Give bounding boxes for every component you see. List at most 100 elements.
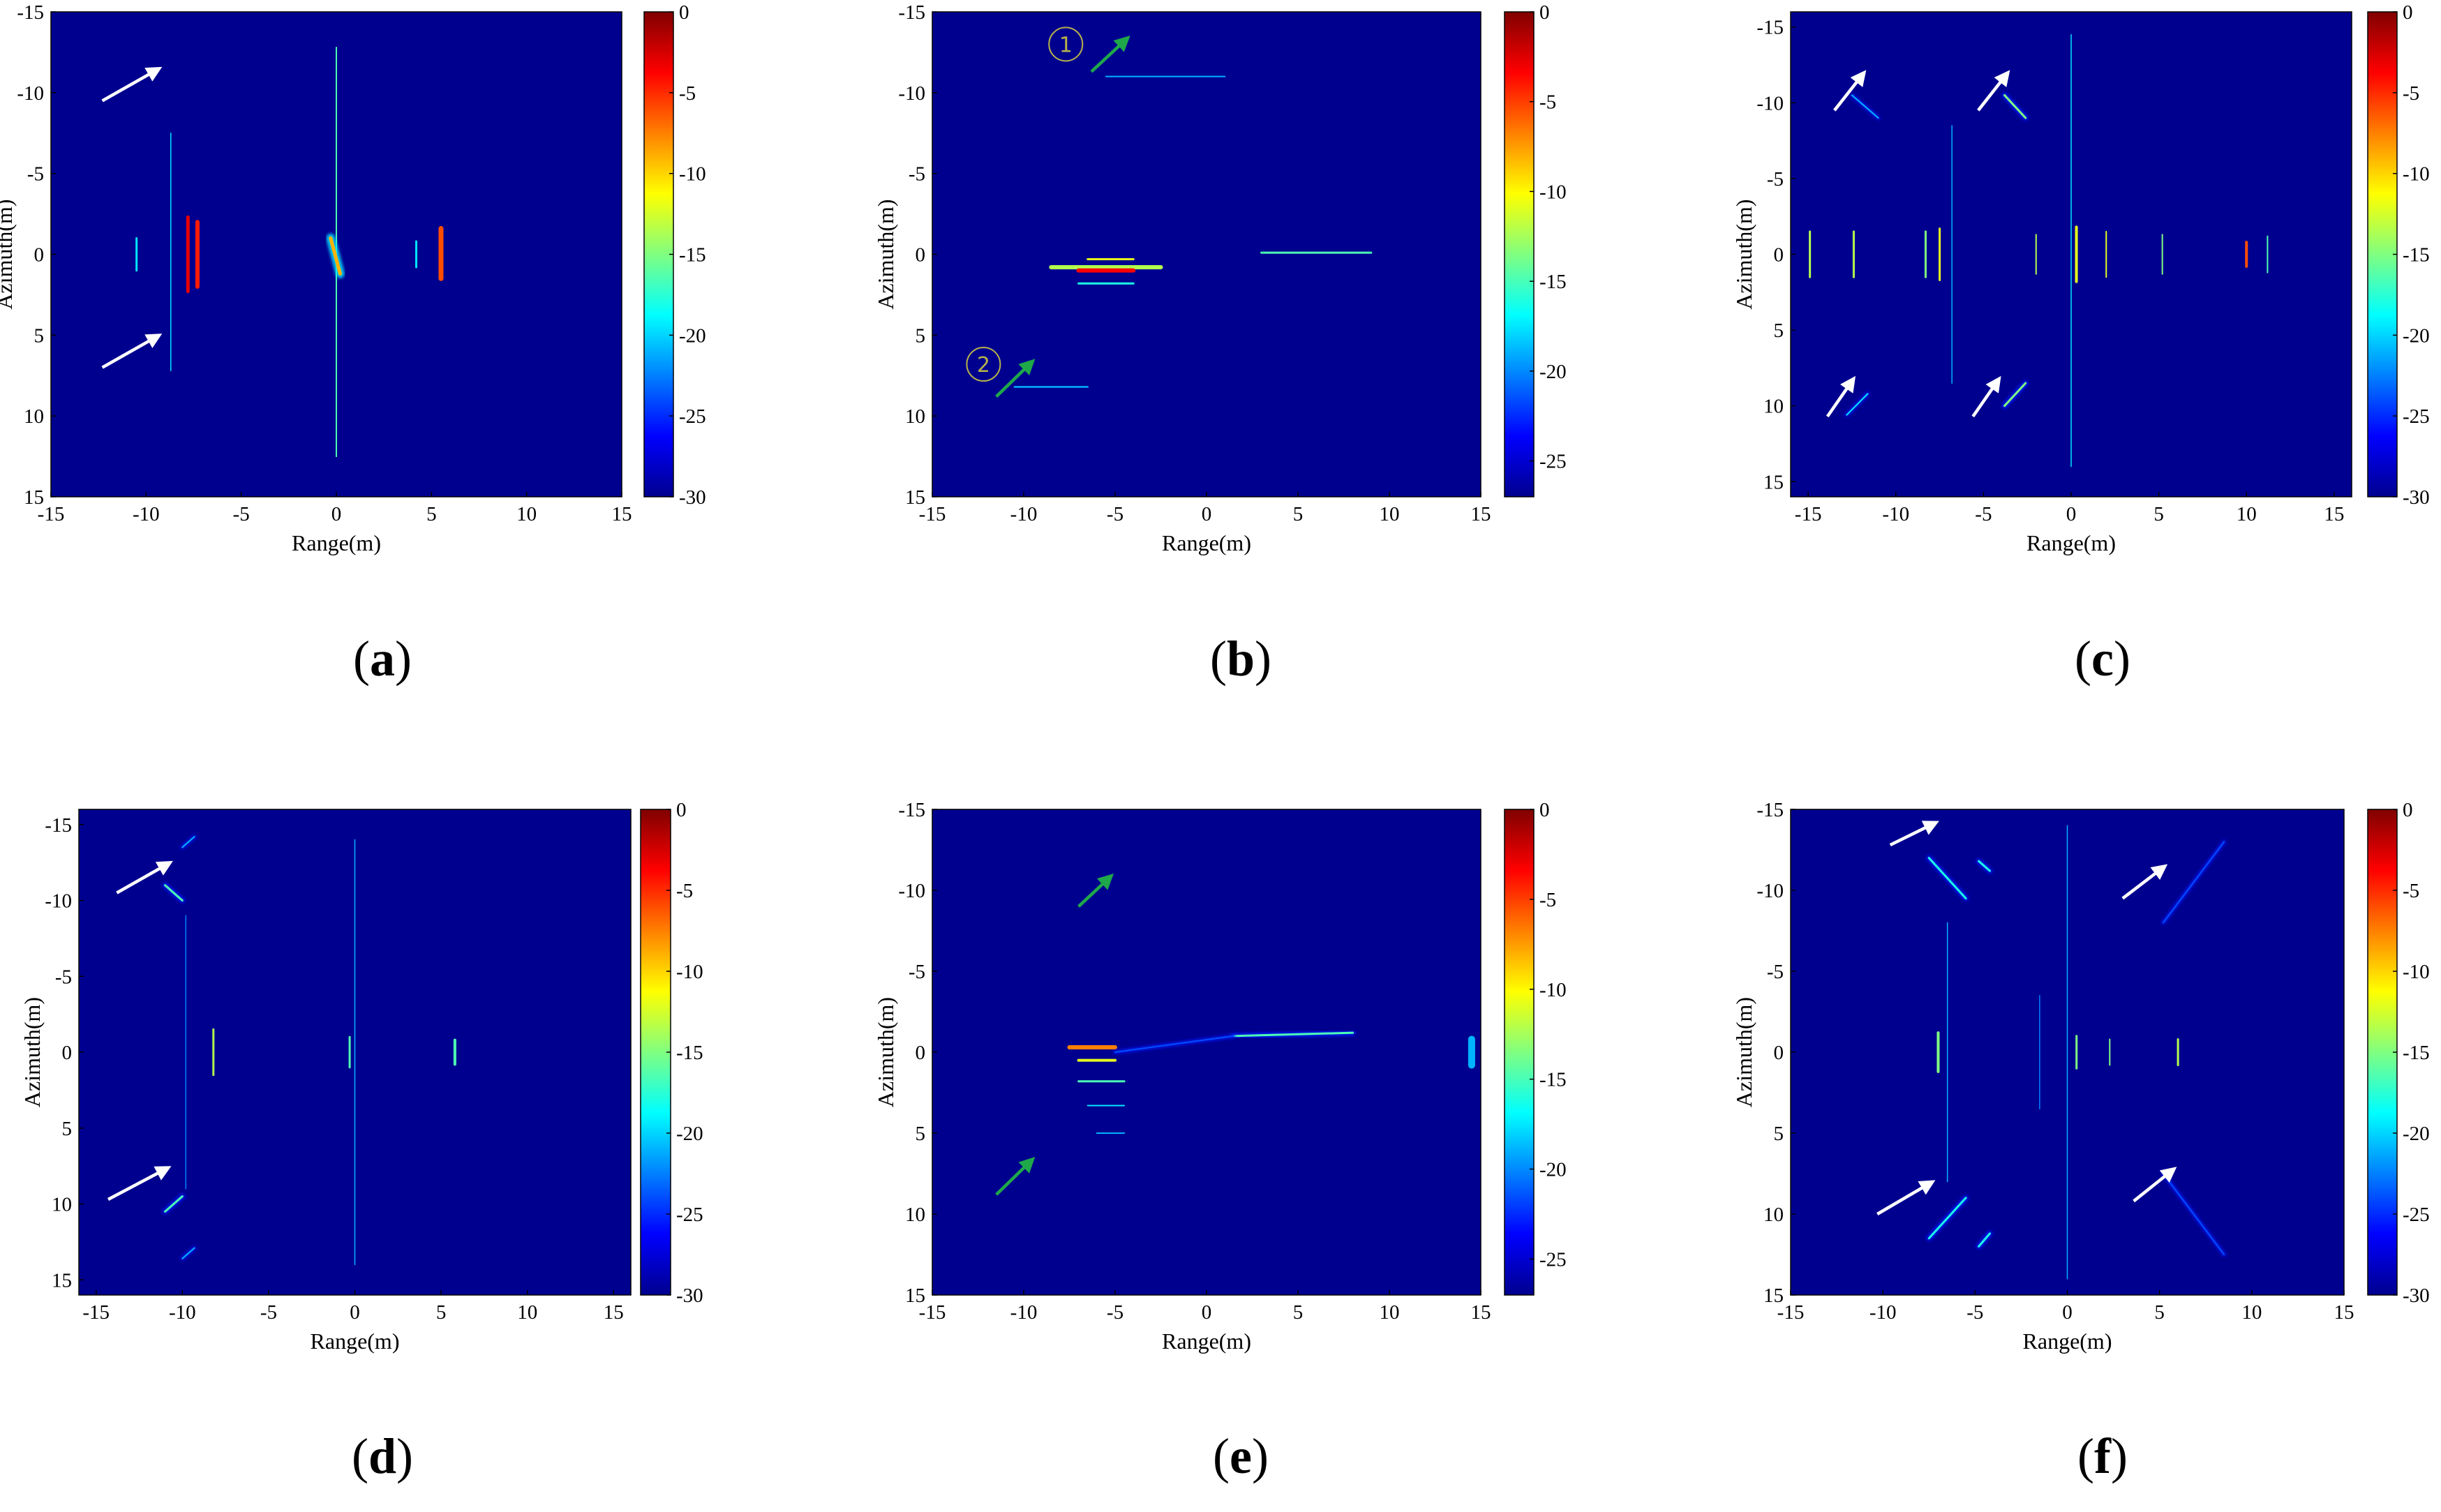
y-tick-label: -10 xyxy=(17,82,44,105)
panel-c: -15 -10 -5 0 5 10 15 -15 -10 -5 0 5 10 15 Range(m) Azim… xyxy=(1731,1,2430,687)
panel-label-letter: e xyxy=(1230,1428,1252,1484)
heat-streak xyxy=(1114,1035,1235,1053)
heat-streak xyxy=(1927,857,1967,900)
white-arrow xyxy=(1833,70,1867,112)
white-arrow xyxy=(101,334,163,369)
panel-f: -15 -10 -5 0 5 10 15-15-10-5051015Range(m)Azim… xyxy=(1731,799,2430,1484)
y-tick-label: -5 xyxy=(1767,961,1784,983)
x-tick-label: 10 xyxy=(2241,1301,2262,1324)
colorbar-tick-label: 0 xyxy=(679,1,689,24)
y-axis-label: Azimuth(m) xyxy=(1731,997,1756,1107)
x-tick-label: 10 xyxy=(1380,1301,1400,1324)
panel-d: -15 -10 -5 0 5 10 15 -15 -10 -5 0 5 10 15 Range(m) Azim… xyxy=(20,799,703,1484)
x-axis-label: Range(m) xyxy=(311,1328,400,1354)
colorbar-tick-label: -5 xyxy=(2403,880,2419,902)
colorbar-tick-label: 0 xyxy=(1539,1,1550,24)
x-tick-label: -10 xyxy=(1010,503,1038,525)
y-axis-label: Azimuth(m) xyxy=(20,997,45,1107)
y-tick-label: -10 xyxy=(45,890,72,913)
panel-label-open: ( xyxy=(2077,1428,2094,1484)
panel-label-close: ) xyxy=(396,1428,413,1484)
y-tick-label: -10 xyxy=(898,880,925,902)
x-tick-label: -15 xyxy=(919,1301,946,1324)
x-tick-label: 15 xyxy=(604,1301,624,1324)
white-arrow xyxy=(1971,375,2001,418)
x-tick-label: 5 xyxy=(1293,1301,1304,1324)
x-tick-label: 0 xyxy=(2066,503,2077,525)
white-arrow xyxy=(1977,70,2010,112)
panel-label-letter: f xyxy=(2094,1428,2112,1484)
panel-label: (f) xyxy=(2077,1428,2128,1484)
x-tick-label: 0 xyxy=(2062,1301,2073,1324)
colorbar-tick-label: -30 xyxy=(679,486,706,509)
heat-streak xyxy=(164,1195,184,1213)
marker-circle xyxy=(1048,27,1084,62)
colorbar-tick-label: -10 xyxy=(1539,979,1567,1001)
heat-streak xyxy=(1846,393,1869,416)
y-tick-label: 5 xyxy=(916,324,926,347)
colorbar-tick-label: 0 xyxy=(2403,799,2413,821)
x-tick-label: 10 xyxy=(2237,503,2257,525)
x-tick-label: 10 xyxy=(517,1301,537,1324)
plot-background xyxy=(932,809,1481,1295)
y-axis-label: Azimuth(m) xyxy=(873,199,898,309)
x-tick-label: 15 xyxy=(1471,503,1491,525)
panel-label-letter: c xyxy=(2091,631,2114,687)
x-axis-label: Range(m) xyxy=(292,530,381,555)
x-tick-label: -5 xyxy=(233,503,250,525)
y-tick-label: 10 xyxy=(905,405,925,428)
y-tick-label: -5 xyxy=(1767,168,1784,190)
panel-label: (b) xyxy=(1210,631,1271,687)
panel-label-close: ) xyxy=(1252,1428,1269,1484)
heat-streak xyxy=(1232,1031,1354,1038)
y-tick-label: 15 xyxy=(905,486,925,509)
colorbar-tick-label: -25 xyxy=(1539,451,1567,473)
panel-label: (d) xyxy=(352,1428,413,1484)
panel-label: (c) xyxy=(2075,631,2130,687)
panel-label-letter: d xyxy=(368,1428,396,1484)
y-tick-label: -15 xyxy=(1756,17,1784,39)
plot-background xyxy=(932,12,1481,497)
x-tick-label: 0 xyxy=(331,503,342,525)
x-tick-label: 5 xyxy=(2153,503,2164,525)
y-tick-label: 10 xyxy=(1763,396,1784,418)
heatmap-features xyxy=(1012,75,1374,389)
colorbar-tick-label: -25 xyxy=(676,1204,703,1226)
x-axis-label: Range(m) xyxy=(1162,530,1251,555)
colorbar-tick-label: -20 xyxy=(2403,1123,2430,1145)
marker-circle xyxy=(966,347,1001,382)
panel-label-open: ( xyxy=(353,631,370,687)
colorbar-tick-label: -5 xyxy=(676,880,693,902)
y-tick-label: 5 xyxy=(1774,1123,1784,1145)
heatmap-features xyxy=(1807,33,2269,468)
x-tick-label: -10 xyxy=(1010,1301,1038,1324)
panel-label-close: ) xyxy=(2111,1428,2128,1484)
panel-e: -15 -10 -5 0 5 10 15-15-10-5051015Range(m)Azim… xyxy=(873,799,1567,1484)
colorbar-tick-label: -20 xyxy=(679,324,706,347)
green-arrow xyxy=(995,1156,1036,1196)
y-tick-label: -5 xyxy=(55,966,72,988)
panel-label-close: ) xyxy=(2114,631,2130,687)
white-arrow xyxy=(2121,864,2168,900)
colorbar-tick-label: -20 xyxy=(676,1123,703,1145)
panel-a: -15 -10 -5 0 5 10 15-15-10-5051015Range(m)Azim… xyxy=(0,1,706,687)
panel-label-open: ( xyxy=(2075,631,2091,687)
colorbar-tick-label: -15 xyxy=(2403,1042,2430,1064)
y-tick-label: -5 xyxy=(909,961,925,983)
x-tick-label: 0 xyxy=(1202,1301,1212,1324)
y-tick-label: -10 xyxy=(1756,92,1784,114)
x-tick-label: -10 xyxy=(1882,503,1909,525)
panel-label-open: ( xyxy=(1213,1428,1230,1484)
y-tick-label: 15 xyxy=(1763,1285,1784,1307)
y-tick-label: -15 xyxy=(898,799,925,821)
heatmap-features xyxy=(1926,824,2226,1280)
x-tick-label: 10 xyxy=(1380,503,1400,525)
y-tick-label: 15 xyxy=(1763,471,1784,493)
y-tick-label: 15 xyxy=(905,1285,925,1307)
panel-label: (e) xyxy=(1213,1428,1269,1484)
colorbar-tick-label: -10 xyxy=(2403,163,2430,186)
x-tick-label: -10 xyxy=(1869,1301,1897,1324)
heat-streak xyxy=(1851,94,1879,119)
y-tick-label: -15 xyxy=(1756,799,1784,821)
